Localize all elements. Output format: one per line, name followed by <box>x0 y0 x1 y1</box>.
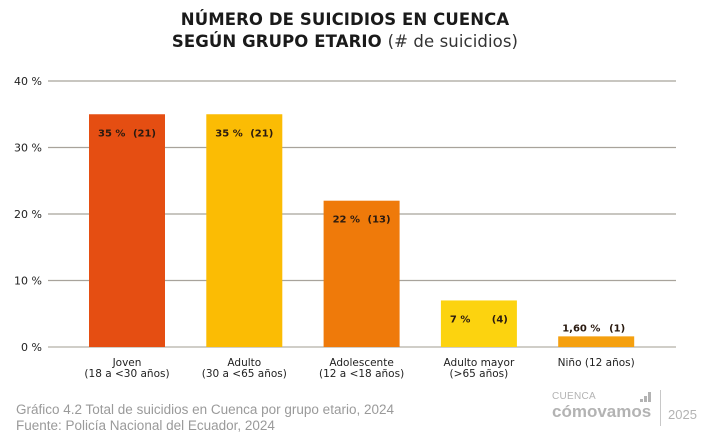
x-category-label: Adolescente <box>329 357 393 369</box>
count-label: (21) <box>133 128 156 139</box>
caption-title: Gráfico 4.2 Total de suicidios en Cuenca… <box>16 402 394 417</box>
bar <box>89 114 165 347</box>
chart-caption: Gráfico 4.2 Total de suicidios en Cuenca… <box>16 402 394 434</box>
value-label: 1,60 % <box>562 323 600 334</box>
y-tick-label: 0 % <box>21 341 42 354</box>
chart-title-unit: (# de suicidios) <box>387 32 519 51</box>
logo-divider <box>660 390 661 426</box>
y-tick-label: 30 % <box>14 142 42 155</box>
x-category-label: Niño (12 años) <box>558 357 635 369</box>
logo-year: 2025 <box>668 407 697 422</box>
x-axis-categories: Joven(18 a <30 años) Adulto(30 a <65 años… <box>84 357 634 380</box>
value-label: 7 % <box>450 314 470 325</box>
count-label: (13) <box>368 215 391 226</box>
cuenca-como-vamos-logo: CUENCA cómovamos 2025 <box>552 390 712 430</box>
logo-brand: cómovamos <box>552 402 652 421</box>
count-label: (21) <box>250 128 273 139</box>
bar <box>440 300 517 347</box>
count-label: (4) <box>492 314 508 325</box>
data-labels: 35 % (21) 35 % (21) 22 % (13) 7 % (4) 1,60 % (1) <box>98 128 625 334</box>
y-axis-ticks: 0 % 10 % 20 % 30 % 40 % <box>14 75 42 354</box>
x-category-label: Joven <box>112 357 142 369</box>
value-label: 35 % <box>98 128 125 139</box>
x-category-label: Adulto <box>227 357 261 369</box>
bar <box>206 114 283 347</box>
chart-title-line2: SEGÚN GRUPO ETARIO (# de suicidios) <box>0 31 690 53</box>
x-category-label: (>65 años) <box>450 368 509 380</box>
value-label: 35 % <box>215 128 242 139</box>
bar-chart: 0 % 10 % 20 % 30 % 40 % 35 % (21) 35 % (21) 22 %… <box>14 75 676 380</box>
caption-source: Fuente: Policía Nacional del Ecuador, 20… <box>16 418 275 433</box>
x-category-label: (12 a <18 años) <box>319 368 404 380</box>
y-tick-label: 10 % <box>14 275 42 288</box>
y-tick-label: 40 % <box>14 75 42 88</box>
x-category-label: (18 a <30 años) <box>84 368 169 380</box>
bars <box>89 114 635 347</box>
chart-title-line1: NÚMERO DE SUICIDIOS EN CUENCA <box>180 10 510 29</box>
logo-small-text: CUENCA <box>552 391 597 402</box>
chart-title: NÚMERO DE SUICIDIOS EN CUENCA SEGÚN GRUP… <box>0 9 690 53</box>
x-category-label: Adulto mayor <box>444 357 515 369</box>
signal-bars-icon <box>640 392 654 402</box>
value-label: 22 % <box>333 215 360 226</box>
bar <box>323 200 400 347</box>
chart-title-bold: SEGÚN GRUPO ETARIO <box>171 32 382 51</box>
bar <box>558 336 635 347</box>
count-label: (1) <box>609 323 625 334</box>
x-category-label: (30 a <65 años) <box>202 368 287 380</box>
y-tick-label: 20 % <box>14 208 42 221</box>
